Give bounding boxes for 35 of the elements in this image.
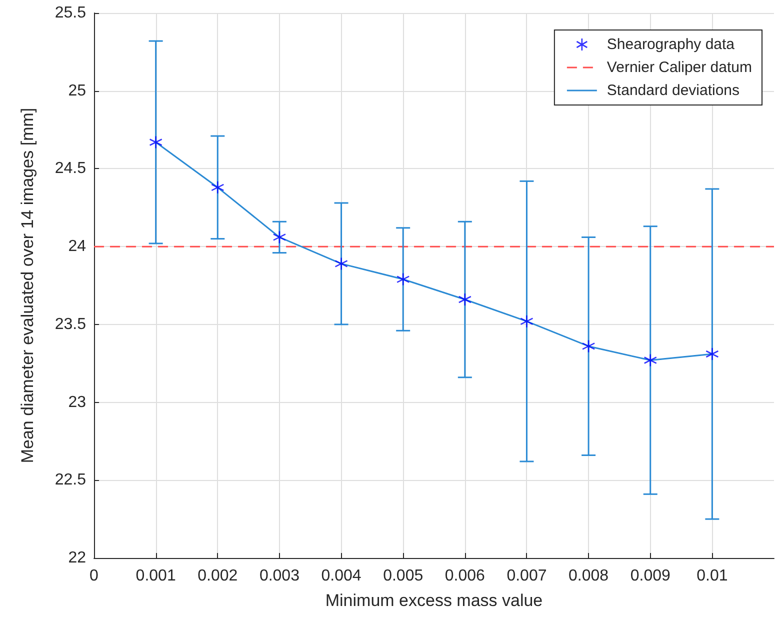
x-tick-label: 0.001: [136, 568, 176, 584]
x-tick-label: 0.006: [444, 568, 486, 584]
y-tick-label: 24: [68, 238, 86, 256]
point: [272, 230, 286, 244]
x-axis-title: Minimum excess mass value: [325, 591, 543, 610]
point: [396, 272, 410, 286]
legend-label: Vernier Caliper datum: [606, 59, 752, 76]
x-tick-label: 0.01: [696, 568, 728, 584]
y-tick-label: 22: [68, 550, 86, 566]
y-tick-label: 25.5: [54, 4, 86, 22]
x-tick-label: 0.009: [630, 568, 670, 584]
point: [520, 314, 534, 328]
x-tick-label: 0.007: [506, 568, 547, 584]
y-tick-label: 25: [68, 82, 86, 100]
point: [458, 292, 472, 306]
x-tick-label: 0.002: [198, 568, 238, 584]
point: [706, 347, 719, 361]
x-tick-label: 0.004: [321, 568, 362, 584]
point: [210, 180, 224, 194]
point: [334, 257, 348, 270]
legend-label: Standard deviations: [606, 82, 740, 99]
y-tick-label: 22.5: [54, 472, 86, 489]
line-series: [155, 141, 713, 361]
x-tick-label: 0: [90, 568, 99, 584]
point: [644, 354, 658, 367]
x-tick-label: 0.008: [568, 568, 609, 584]
y-axis-title: Mean diameter evaluated over 14 images [mm]: [18, 108, 37, 464]
x-tick-label: 0.005: [383, 568, 424, 584]
point: [149, 136, 162, 149]
y-tick-label: 23.5: [54, 316, 86, 333]
y-tick-label: 24.5: [54, 160, 86, 178]
y-tick-label: 23: [68, 394, 86, 411]
legend-label: Shearography data: [606, 36, 736, 53]
x-tick-label: 0.003: [259, 568, 300, 584]
point: [582, 340, 596, 353]
